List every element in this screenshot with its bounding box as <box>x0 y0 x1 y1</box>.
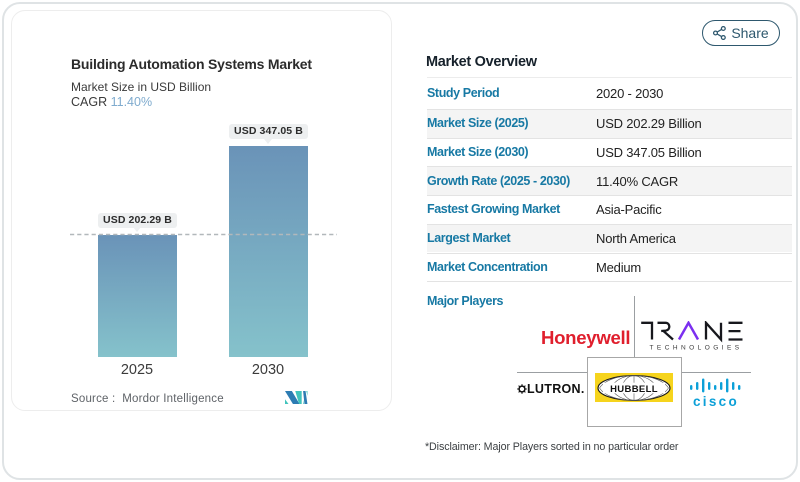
svg-text:TECHNOLOGIES: TECHNOLOGIES <box>650 345 743 352</box>
svg-text:HUBBELL: HUBBELL <box>610 383 658 394</box>
